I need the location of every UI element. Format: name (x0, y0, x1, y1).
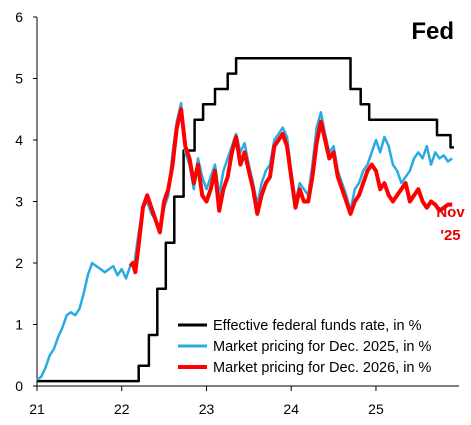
legend-label: Market pricing for Dec. 2025, in % (213, 339, 432, 355)
x-tick-label: 24 (283, 401, 299, 417)
dec-2025-pricing-line (36, 101, 453, 381)
y-tick-label: 1 (15, 317, 23, 333)
legend-label: Effective federal funds rate, in % (213, 318, 422, 334)
y-tick-label: 0 (15, 378, 23, 394)
y-tick-label: 5 (15, 71, 23, 87)
y-tick-label: 3 (15, 194, 23, 210)
x-tick-label: 25 (368, 401, 384, 417)
y-tick-label: 6 (15, 9, 23, 25)
x-tick-label: 21 (29, 401, 45, 417)
legend: Effective federal funds rate, in % Market… (178, 318, 432, 376)
x-tick-label: 23 (199, 401, 215, 417)
annotation-text: '25 (440, 227, 460, 244)
annotation-text: Nov (436, 204, 465, 221)
x-tick-label: 22 (114, 401, 130, 417)
dec-2026-pricing-line (128, 107, 453, 275)
y-tick-label: 4 (15, 132, 23, 148)
y-tick-label: 2 (15, 255, 23, 271)
annotation: Nov '25 (436, 204, 465, 244)
plot-area (36, 56, 454, 383)
legend-label: Market pricing for Dec. 2026, in % (213, 360, 432, 376)
chart-title: Fed (411, 18, 454, 45)
fed-funds-rate-line (37, 56, 454, 383)
